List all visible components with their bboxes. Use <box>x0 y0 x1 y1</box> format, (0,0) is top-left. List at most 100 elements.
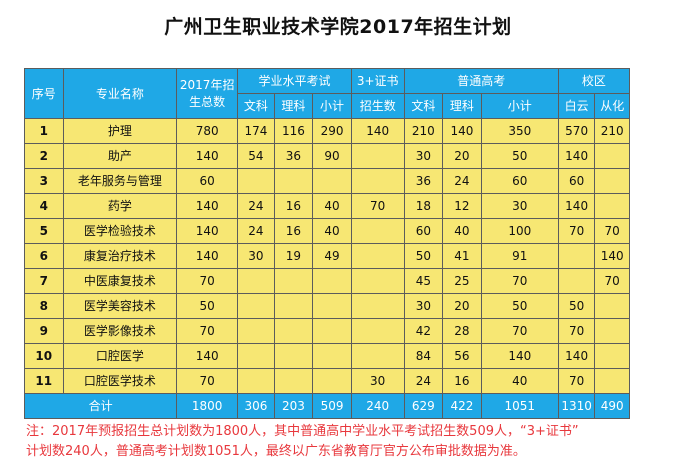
row-academic-subtotal <box>312 368 352 394</box>
row-campus-baiyun: 70 <box>557 218 596 244</box>
row-campus-conghua <box>594 318 630 344</box>
row-cert-count <box>350 343 405 369</box>
row-gaokao-subtotal: 350 <box>480 118 559 144</box>
row-academic-wen <box>237 368 275 394</box>
total-cert-count: 240 <box>350 393 405 419</box>
row-campus-conghua <box>594 368 630 394</box>
row-campus-conghua: 70 <box>594 218 630 244</box>
table-row: 2 助产 140 54 36 90 30 20 50 140 <box>24 143 630 169</box>
row-gaokao-li: 20 <box>442 293 482 319</box>
col-header-campus: 校区 <box>557 68 631 94</box>
row-gaokao-wen: 30 <box>403 143 444 169</box>
row-gaokao-wen: 50 <box>403 243 444 269</box>
row-gaokao-li: 28 <box>442 318 482 344</box>
row-seq: 5 <box>24 218 64 244</box>
row-academic-subtotal <box>312 343 352 369</box>
row-academic-li: 36 <box>273 143 314 169</box>
table-row: 6 康复治疗技术 140 30 19 49 50 41 91 140 <box>24 243 630 269</box>
total-row: 合计 1800 306 203 509 240 629 422 1051 131… <box>23 393 630 419</box>
row-campus-baiyun <box>557 268 596 294</box>
row-seq: 6 <box>24 243 64 269</box>
row-gaokao-wen: 42 <box>403 318 444 344</box>
row-cert-count <box>350 243 405 269</box>
row-gaokao-subtotal: 91 <box>480 243 559 269</box>
row-cert-count <box>350 268 405 294</box>
row-gaokao-subtotal: 140 <box>480 343 559 369</box>
page-title: 广州卫生职业技术学院2017年招生计划 <box>164 16 512 38</box>
footnote-line-2: 计划数240人，普通高考计划数1051人，最终以广东省教育厅官方公布审批数据为准… <box>26 444 526 459</box>
row-gaokao-li: 56 <box>442 343 482 369</box>
sub-header-campus-baiyun: 白云 <box>557 93 596 119</box>
total-campus-conghua: 490 <box>594 393 630 419</box>
row-academic-li: 19 <box>273 243 314 269</box>
row-campus-baiyun: 140 <box>557 343 596 369</box>
row-gaokao-subtotal: 70 <box>480 318 559 344</box>
row-seq: 9 <box>24 318 64 344</box>
sub-header-cert-count: 招生数 <box>350 93 405 119</box>
row-seq: 4 <box>24 193 64 219</box>
row-cert-count: 30 <box>350 368 405 394</box>
row-academic-wen <box>237 293 275 319</box>
row-campus-conghua: 210 <box>594 118 630 144</box>
total-academic-li: 203 <box>273 393 314 419</box>
enrollment-plan-table: 序号 专业名称 2017年招生总数 学业水平考试 3+证书 普通高考 校区 文科… <box>23 68 631 419</box>
table-row: 4 药学 140 24 16 40 70 18 12 30 140 <box>24 193 630 219</box>
row-cert-count <box>350 218 405 244</box>
row-total: 50 <box>176 293 239 319</box>
row-gaokao-subtotal: 60 <box>480 168 559 194</box>
row-total: 780 <box>176 118 239 144</box>
row-academic-wen: 174 <box>237 118 275 144</box>
total-gaokao-subtotal: 1051 <box>480 393 559 419</box>
row-total: 70 <box>176 268 239 294</box>
row-campus-baiyun: 60 <box>557 168 596 194</box>
row-campus-baiyun <box>557 243 596 269</box>
row-major: 老年服务与管理 <box>62 168 178 194</box>
row-campus-baiyun: 140 <box>557 143 596 169</box>
row-total: 140 <box>176 193 239 219</box>
sub-header-gaokao-li: 理科 <box>442 93 482 119</box>
row-gaokao-li: 24 <box>442 168 482 194</box>
row-gaokao-subtotal: 50 <box>480 293 559 319</box>
row-campus-baiyun: 140 <box>557 193 596 219</box>
row-gaokao-wen: 45 <box>403 268 444 294</box>
row-academic-wen <box>237 343 275 369</box>
row-cert-count: 140 <box>350 118 405 144</box>
table-row: 9 医学影像技术 70 42 28 70 70 <box>24 318 630 344</box>
col-header-seq: 序号 <box>24 68 64 119</box>
row-academic-li: 16 <box>273 193 314 219</box>
row-campus-conghua <box>594 343 630 369</box>
row-campus-conghua: 140 <box>594 243 630 269</box>
row-gaokao-li: 25 <box>442 268 482 294</box>
row-academic-li <box>273 168 314 194</box>
row-gaokao-li: 40 <box>442 218 482 244</box>
row-total: 60 <box>176 168 239 194</box>
footnote: 注：2017年预报招生总计划数为1800人，其中普通高中学业水平考试招生数509… <box>26 422 666 462</box>
row-total: 140 <box>176 143 239 169</box>
row-gaokao-wen: 30 <box>403 293 444 319</box>
row-major: 医学美容技术 <box>62 293 178 319</box>
row-campus-conghua <box>594 293 630 319</box>
row-total: 140 <box>176 243 239 269</box>
sub-header-gaokao-wen: 文科 <box>403 93 444 119</box>
row-total: 70 <box>176 318 239 344</box>
col-header-academic: 学业水平考试 <box>237 68 352 94</box>
row-academic-li <box>273 368 314 394</box>
col-header-gaokao: 普通高考 <box>403 68 559 94</box>
row-academic-subtotal: 290 <box>312 118 352 144</box>
row-campus-conghua <box>594 193 630 219</box>
sub-header-academic-subtotal: 小计 <box>312 93 352 119</box>
header-row-top: 序号 专业名称 2017年招生总数 学业水平考试 3+证书 普通高考 校区 <box>24 68 631 119</box>
row-academic-li <box>273 268 314 294</box>
row-academic-wen <box>237 268 275 294</box>
row-total: 70 <box>176 368 239 394</box>
row-campus-baiyun: 570 <box>557 118 596 144</box>
row-academic-wen <box>237 318 275 344</box>
row-gaokao-subtotal: 100 <box>480 218 559 244</box>
row-gaokao-li: 16 <box>442 368 482 394</box>
table-row: 10 口腔医学 140 84 56 140 140 <box>24 343 630 369</box>
header-row-sub: 文科 理科 小计 招生数 文科 理科 小计 白云 从化 <box>25 93 630 119</box>
row-major: 康复治疗技术 <box>62 243 178 269</box>
row-cert-count <box>350 293 405 319</box>
row-total: 140 <box>176 343 239 369</box>
col-header-total-plan: 2017年招生总数 <box>176 68 239 119</box>
